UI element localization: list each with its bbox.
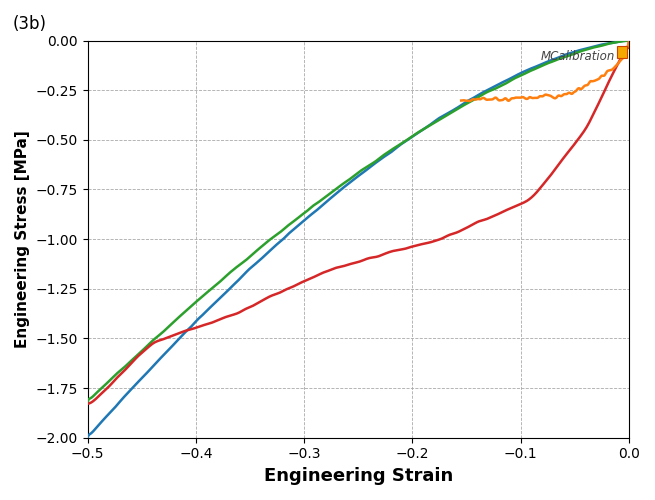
FancyBboxPatch shape bbox=[617, 46, 627, 58]
Text: (3b): (3b) bbox=[13, 15, 47, 33]
X-axis label: Engineering Strain: Engineering Strain bbox=[264, 467, 453, 485]
Text: MCalibration: MCalibration bbox=[541, 50, 616, 64]
Y-axis label: Engineering Stress [MPa]: Engineering Stress [MPa] bbox=[15, 130, 30, 348]
